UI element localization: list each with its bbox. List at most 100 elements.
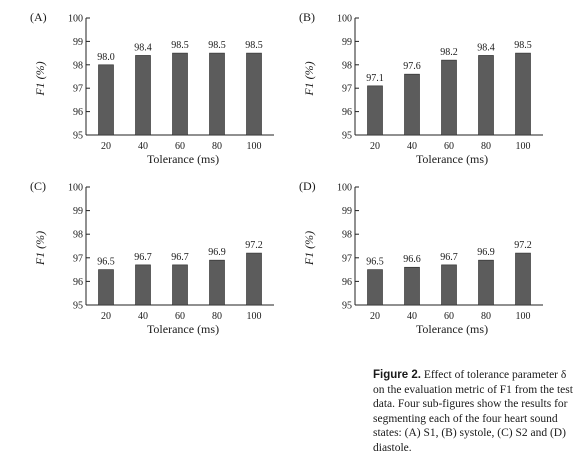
x-tick-label: 20 <box>370 311 380 322</box>
x-tick-label: 40 <box>138 141 148 152</box>
y-tick-label: 97 <box>342 253 352 264</box>
data-label: 98.0 <box>97 52 115 63</box>
bar <box>135 55 151 136</box>
data-label: 98.5 <box>208 40 226 51</box>
data-label: 98.2 <box>440 47 458 58</box>
data-label: 97.1 <box>366 73 384 84</box>
x-tick-label: 60 <box>175 141 185 152</box>
bar <box>209 259 225 306</box>
figure-caption: Figure 2. Effect of tolerance parameter … <box>373 368 578 455</box>
bar <box>246 252 262 306</box>
bar <box>515 52 531 136</box>
bar <box>441 264 457 306</box>
y-tick-label: 99 <box>73 37 83 48</box>
panel-4: (D) 95 96 97 98 99 100 96.5 20 96.6 40 96.7 60 96.9 80… <box>299 179 543 336</box>
data-label: 96.9 <box>477 247 495 258</box>
y-tick-label: 97 <box>73 84 83 95</box>
x-tick-label: 40 <box>407 141 417 152</box>
bar <box>478 259 494 306</box>
x-axis-title: Tolerance (ms) <box>416 322 488 336</box>
data-label: 98.5 <box>245 40 263 51</box>
y-tick-label: 95 <box>73 131 83 142</box>
bar <box>135 264 151 306</box>
x-tick-label: 40 <box>138 311 148 322</box>
data-label: 96.5 <box>366 257 384 268</box>
figure: (A) 95 96 97 98 99 100 98.0 20 98.4 40 98.5 60 98.5 80… <box>30 10 543 336</box>
y-tick-label: 100 <box>337 14 352 25</box>
y-tick-label: 100 <box>68 14 83 25</box>
y-tick-label: 99 <box>342 37 352 48</box>
panel-label: (C) <box>30 179 46 193</box>
y-tick-label: 98 <box>73 60 83 71</box>
panel-1: (A) 95 96 97 98 99 100 98.0 20 98.4 40 98.5 60 98.5 80… <box>30 10 274 166</box>
bar <box>441 59 457 136</box>
x-tick-label: 80 <box>481 311 491 322</box>
y-tick-label: 99 <box>73 206 83 217</box>
y-tick-label: 99 <box>342 206 352 217</box>
x-axis-title: Tolerance (ms) <box>147 152 219 166</box>
bar <box>404 73 420 136</box>
y-tick-label: 95 <box>342 131 352 142</box>
y-tick-label: 98 <box>342 60 352 71</box>
x-tick-label: 80 <box>481 141 491 152</box>
x-tick-label: 80 <box>212 311 222 322</box>
x-tick-label: 20 <box>101 311 111 322</box>
x-tick-label: 20 <box>101 141 111 152</box>
y-axis-title: F1 (%) <box>302 231 316 266</box>
panel-label: (A) <box>30 10 47 24</box>
data-label: 98.4 <box>134 42 152 53</box>
data-label: 96.5 <box>97 257 115 268</box>
y-tick-label: 98 <box>342 230 352 241</box>
bar <box>98 269 114 306</box>
x-tick-label: 100 <box>247 311 262 322</box>
bar <box>404 266 420 306</box>
y-tick-label: 100 <box>68 183 83 194</box>
y-tick-label: 96 <box>73 277 83 288</box>
bar <box>478 55 494 136</box>
y-tick-label: 97 <box>73 253 83 264</box>
x-tick-label: 100 <box>516 141 531 152</box>
data-label: 96.9 <box>208 247 226 258</box>
data-label: 97.6 <box>403 61 421 72</box>
bar <box>98 64 114 136</box>
bar <box>515 252 531 306</box>
x-tick-label: 40 <box>407 311 417 322</box>
panel-2: (B) 95 96 97 98 99 100 97.1 20 97.6 40 98.2 60 98.4 80… <box>299 10 543 166</box>
bar <box>209 52 225 136</box>
x-tick-label: 60 <box>444 311 454 322</box>
y-axis-title: F1 (%) <box>302 61 316 96</box>
data-label: 96.6 <box>403 254 421 265</box>
x-tick-label: 80 <box>212 141 222 152</box>
y-tick-label: 100 <box>337 183 352 194</box>
y-tick-label: 96 <box>342 107 352 118</box>
data-label: 97.2 <box>245 240 263 251</box>
y-tick-label: 97 <box>342 84 352 95</box>
bar <box>367 85 383 136</box>
x-tick-label: 20 <box>370 141 380 152</box>
data-label: 96.7 <box>134 252 152 263</box>
x-axis-title: Tolerance (ms) <box>416 152 488 166</box>
panel-label: (D) <box>299 179 316 193</box>
y-tick-label: 96 <box>342 277 352 288</box>
panel-3: (C) 95 96 97 98 99 100 96.5 20 96.7 40 96.7 60 96.9 80… <box>30 179 274 336</box>
caption-label: Figure 2. <box>373 369 421 381</box>
x-axis-title: Tolerance (ms) <box>147 322 219 336</box>
bar <box>172 52 188 136</box>
y-tick-label: 96 <box>73 107 83 118</box>
x-tick-label: 100 <box>516 311 531 322</box>
y-tick-label: 98 <box>73 230 83 241</box>
panel-label: (B) <box>299 10 315 24</box>
data-label: 97.2 <box>514 240 532 251</box>
y-tick-label: 95 <box>73 301 83 312</box>
data-label: 96.7 <box>440 252 458 263</box>
y-axis-title: F1 (%) <box>33 231 47 266</box>
x-tick-label: 60 <box>444 141 454 152</box>
y-tick-label: 95 <box>342 301 352 312</box>
bar <box>172 264 188 306</box>
x-tick-label: 60 <box>175 311 185 322</box>
caption-text: Effect of tolerance parameter δ on the e… <box>373 369 573 454</box>
bar <box>367 269 383 306</box>
data-label: 98.5 <box>171 40 189 51</box>
data-label: 98.4 <box>477 42 495 53</box>
y-axis-title: F1 (%) <box>33 61 47 96</box>
